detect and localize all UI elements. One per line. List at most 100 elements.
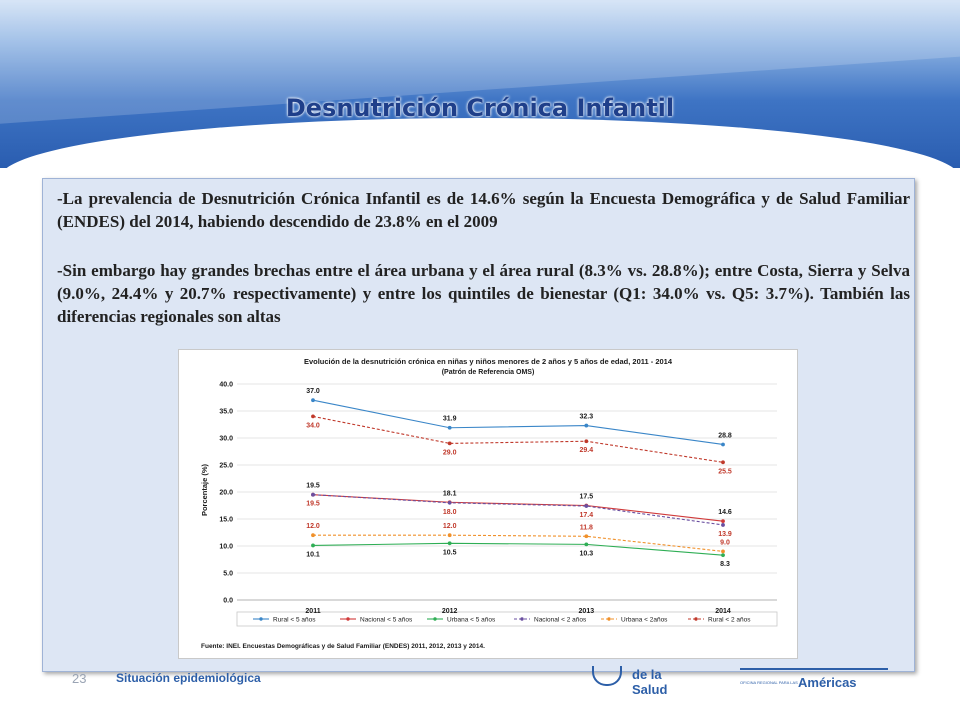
x-tick-label: 2013 [579, 608, 595, 615]
legend-label: Urbana < 2años [621, 617, 668, 624]
paragraph-gaps: -Sin embargo hay grandes brechas entre e… [57, 261, 910, 326]
y-tick-label: 15.0 [219, 517, 233, 524]
data-point [721, 553, 725, 558]
logo-divider [740, 668, 888, 670]
data-point [584, 542, 589, 547]
data-label: 32.3 [580, 414, 594, 421]
chart-title: Evolución de la desnutrición crónica en … [304, 357, 673, 366]
data-label: 11.8 [580, 524, 593, 531]
series-line [312, 415, 724, 463]
legend-label: Urbana < 5 años [447, 617, 496, 624]
data-label: 31.9 [443, 416, 457, 423]
series-group [311, 398, 725, 558]
data-label: 10.3 [580, 550, 594, 557]
data-label: 17.4 [580, 512, 594, 519]
data-label: 34.0 [306, 422, 320, 429]
regional-office-logo: OFICINA REGIONAL PARA LAS Américas [740, 666, 890, 696]
data-point [721, 523, 725, 527]
chart-subtitle: (Patrón de Referencia OMS) [442, 369, 535, 376]
legend-marker [346, 617, 350, 621]
data-point [311, 543, 315, 548]
data-label: 25.5 [718, 468, 732, 475]
header-wave [0, 118, 960, 168]
data-label: 8.3 [720, 561, 730, 568]
data-point [447, 533, 452, 538]
series-line [312, 494, 724, 526]
line-chart: Evolución de la desnutrición crónica en … [200, 357, 778, 650]
paragraph-prevalence: -La prevalencia de Desnutrición Crónica … [57, 189, 910, 231]
data-label: 37.0 [306, 388, 320, 395]
y-tick-label: 5.0 [223, 571, 233, 578]
data-label: 18.0 [443, 509, 457, 516]
header-banner [0, 0, 960, 168]
y-tick-label: 35.0 [219, 409, 233, 416]
data-point [311, 398, 315, 403]
data-point [447, 425, 452, 430]
x-tick-label: 2011 [305, 608, 320, 615]
data-label: 12.0 [443, 523, 457, 530]
globe-seal-icon [592, 666, 622, 686]
data-point [584, 504, 589, 508]
logo-small-text: OFICINA REGIONAL PARA LAS [740, 680, 798, 685]
legend-label: Nacional < 5 años [360, 617, 413, 624]
section-label: Situación epidemiológica [116, 671, 261, 685]
data-label: 10.5 [443, 549, 457, 556]
legend-marker [433, 617, 437, 621]
slide-number: 23 [72, 671, 87, 686]
x-tick-label: 2012 [442, 608, 458, 615]
legend-label: Rural < 5 años [273, 617, 316, 624]
legend-label: Rural < 2 años [708, 617, 751, 624]
y-axis-label: Porcentaje (%) [200, 463, 209, 516]
legend-marker [259, 617, 263, 621]
chart-source: Fuente: INEI. Encuestas Demográficas y d… [201, 643, 485, 650]
x-tick-label: 2014 [715, 608, 731, 615]
data-label: 17.5 [580, 494, 594, 501]
legend-marker [520, 617, 524, 621]
y-tick-label: 40.0 [219, 382, 233, 389]
data-point [311, 414, 315, 419]
legend-box [236, 611, 778, 627]
data-point [584, 534, 589, 539]
data-labels: 37.0 31.9 32.3 28.8 19.5 18.1 17.5 14.6 10.1 10.5… [306, 388, 732, 568]
health-organization-logo: de la Salud [588, 666, 698, 697]
series-line [313, 534, 724, 552]
data-label: 14.6 [718, 509, 732, 516]
data-point [447, 441, 452, 446]
data-label: 10.1 [306, 551, 320, 558]
y-tick-label: 30.0 [219, 436, 233, 443]
footer: 23 Situación epidemiológica de la Salud … [0, 666, 960, 720]
grid: 0.0 5.0 10.0 15.0 20.0 25.0 30.0 35.0 40.0 2011 20… [219, 382, 777, 615]
data-label: 28.8 [718, 432, 732, 439]
logo-text: de la Salud [632, 667, 668, 697]
legend-marker [694, 617, 698, 621]
data-label: 19.5 [306, 483, 320, 490]
data-label: 19.5 [306, 501, 320, 508]
data-point [584, 423, 589, 428]
y-tick-label: 20.0 [219, 490, 233, 497]
data-label: 9.0 [720, 539, 730, 546]
data-point [447, 541, 452, 546]
y-tick-label: 0.0 [223, 598, 233, 605]
data-label: 18.1 [443, 490, 457, 497]
legend-marker [607, 617, 611, 621]
y-tick-label: 25.0 [219, 463, 233, 470]
content-panel: -La prevalencia de Desnutrición Crónica … [42, 178, 915, 672]
data-point [447, 500, 452, 505]
series-line [312, 542, 724, 556]
data-point [311, 533, 315, 538]
data-point [721, 460, 725, 465]
data-point [721, 549, 725, 554]
legend: Rural < 5 años Nacional < 5 años Urbana < … [253, 617, 751, 624]
data-label: 29.4 [580, 447, 594, 454]
data-point [721, 442, 725, 447]
logo-big-text: Américas [798, 675, 857, 690]
data-label: 12.0 [306, 523, 320, 530]
y-tick-label: 10.0 [219, 544, 233, 551]
series-line [312, 399, 724, 446]
data-point [721, 519, 725, 524]
data-label: 29.0 [443, 449, 457, 456]
data-point [584, 439, 589, 444]
legend-label: Nacional < 2 años [534, 617, 587, 624]
chart-container: Evolución de la desnutrición crónica en … [178, 349, 798, 659]
slide-title: Desnutrición Crónica Infantil [285, 94, 675, 122]
